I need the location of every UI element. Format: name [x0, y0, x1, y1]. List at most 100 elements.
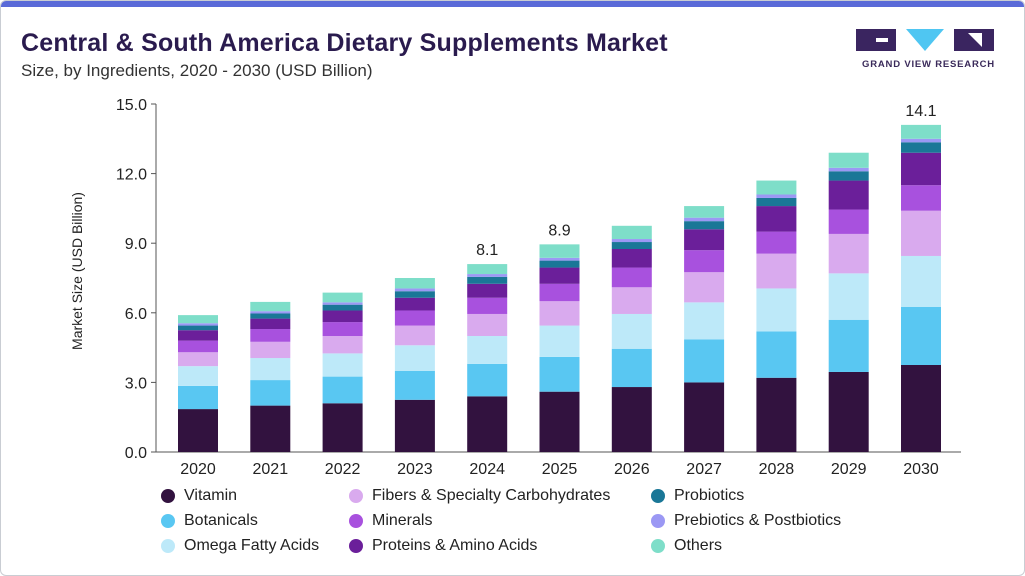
- bar-segment-prebiotics-postbiotics: [394, 288, 435, 292]
- bar-segment-omega-fatty-acids: [394, 345, 435, 371]
- legend-label: Proteins & Amino Acids: [372, 537, 538, 554]
- legend-label: Prebiotics & Postbiotics: [674, 512, 842, 529]
- bar-segment-fibers-specialty-carbohydrates: [539, 301, 580, 326]
- bar-segment-probiotics: [684, 221, 725, 230]
- bar-segment-others: [467, 264, 508, 275]
- bar-segment-omega-fatty-acids: [250, 358, 291, 381]
- bar-segment-vitamin: [467, 396, 508, 452]
- bar-segment-botanicals: [828, 319, 869, 372]
- legend-item: Others: [651, 537, 722, 555]
- legend-swatch: [651, 514, 665, 528]
- bar-segment-prebiotics-postbiotics: [322, 302, 363, 305]
- bar-segment-prebiotics-postbiotics: [611, 239, 652, 243]
- legend-swatch: [161, 539, 175, 553]
- bar-segment-proteins-amino-acids: [539, 267, 580, 284]
- bar-segment-others: [322, 292, 363, 303]
- bar-segment-omega-fatty-acids: [828, 273, 869, 320]
- legend-item: Omega Fatty Acids: [161, 537, 319, 555]
- grand-view-research-logo: [856, 29, 994, 51]
- bar-segment-botanicals: [901, 307, 941, 365]
- bar-segment-minerals: [467, 297, 508, 314]
- bar-segment-probiotics: [539, 260, 580, 268]
- legend-swatch: [161, 514, 175, 528]
- bar-segment-probiotics: [394, 291, 435, 298]
- bar-segment-fibers-specialty-carbohydrates: [178, 352, 218, 367]
- bar-segment-probiotics: [611, 242, 652, 249]
- bar-segment-vitamin: [178, 409, 218, 452]
- chart-subtitle: Size, by Ingredients, 2020 - 2030 (USD B…: [21, 61, 373, 80]
- y-tick-label: 12.0: [116, 167, 147, 184]
- bar-segment-others: [756, 180, 797, 195]
- legend-item: Prebiotics & Postbiotics: [651, 512, 841, 530]
- bar-segment-prebiotics-postbiotics: [539, 257, 580, 261]
- bar-segment-proteins-amino-acids: [901, 152, 941, 186]
- legend-item: Vitamin: [161, 487, 237, 505]
- bar-segment-minerals: [828, 209, 869, 234]
- top-accent-bar: [1, 1, 1024, 7]
- bar-segment-others: [611, 225, 652, 240]
- chart-legend: Vitamin Botanicals Omega Fatty Acids Fibers…: [161, 487, 921, 567]
- bar-segment-minerals: [684, 250, 725, 273]
- bar-segment-proteins-amino-acids: [828, 180, 869, 210]
- bar-segment-prebiotics-postbiotics: [828, 167, 869, 172]
- bar-segment-minerals: [178, 340, 218, 353]
- bar-segment-fibers-specialty-carbohydrates: [250, 341, 291, 359]
- bar-segment-others: [539, 244, 580, 258]
- bar-segment-others: [178, 315, 218, 324]
- bar-segment-others: [684, 206, 725, 218]
- legend-swatch: [651, 539, 665, 553]
- bar-segment-vitamin: [901, 365, 941, 452]
- bar-segment-omega-fatty-acids: [322, 353, 363, 377]
- bar-segment-proteins-amino-acids: [467, 283, 508, 298]
- bar-segment-proteins-amino-acids: [322, 310, 363, 323]
- legend-label: Botanicals: [184, 512, 258, 529]
- bar-segment-botanicals: [756, 331, 797, 378]
- legend-label: Vitamin: [184, 487, 238, 504]
- legend-swatch: [161, 489, 175, 503]
- y-tick-label: 3.0: [125, 375, 147, 392]
- bar-segment-vitamin: [756, 377, 797, 452]
- bar-segment-fibers-specialty-carbohydrates: [756, 253, 797, 289]
- bar-segment-botanicals: [467, 363, 508, 397]
- bar-segment-omega-fatty-acids: [178, 366, 218, 386]
- bar-segment-proteins-amino-acids: [684, 229, 725, 251]
- bar-segment-minerals: [756, 231, 797, 254]
- x-tick-label: 2028: [759, 461, 795, 478]
- legend-item: Minerals: [349, 512, 432, 530]
- bar-segment-omega-fatty-acids: [467, 336, 508, 364]
- bar-segment-botanicals: [611, 348, 652, 388]
- bar-segment-omega-fatty-acids: [611, 313, 652, 349]
- bar-segment-vitamin: [828, 371, 869, 452]
- bar-segment-vitamin: [394, 399, 435, 452]
- bar-segment-proteins-amino-acids: [611, 249, 652, 268]
- bar-segment-proteins-amino-acids: [178, 330, 218, 341]
- bar-segment-others: [828, 152, 869, 168]
- legend-swatch: [349, 489, 363, 503]
- bar-segment-fibers-specialty-carbohydrates: [394, 325, 435, 346]
- bar-segment-botanicals: [539, 356, 580, 392]
- bar-segment-proteins-amino-acids: [394, 297, 435, 311]
- bar-segment-omega-fatty-acids: [539, 325, 580, 357]
- bar-segment-prebiotics-postbiotics: [250, 311, 291, 314]
- legend-item: Fibers & Specialty Carbohydrates: [349, 487, 610, 505]
- bar-segment-prebiotics-postbiotics: [467, 274, 508, 277]
- bar-segment-fibers-specialty-carbohydrates: [467, 313, 508, 336]
- x-tick-label: 2025: [542, 461, 578, 478]
- x-tick-label: 2024: [469, 461, 505, 478]
- bar-segment-probiotics: [467, 276, 508, 284]
- bar-segment-others: [394, 278, 435, 289]
- x-tick-label: 2030: [903, 461, 939, 478]
- legend-label: Others: [674, 537, 723, 554]
- x-tick-label: 2021: [253, 461, 289, 478]
- bar-segment-prebiotics-postbiotics: [684, 217, 725, 222]
- bar-segment-vitamin: [611, 387, 652, 452]
- y-tick-label: 15.0: [116, 97, 147, 114]
- total-data-label: 8.9: [548, 222, 570, 239]
- bar-segment-fibers-specialty-carbohydrates: [828, 233, 869, 274]
- legend-swatch: [651, 489, 665, 503]
- total-data-label: 8.1: [476, 242, 498, 259]
- bar-segment-vitamin: [250, 405, 291, 452]
- bar-segment-minerals: [394, 310, 435, 326]
- bar-segment-minerals: [322, 322, 363, 336]
